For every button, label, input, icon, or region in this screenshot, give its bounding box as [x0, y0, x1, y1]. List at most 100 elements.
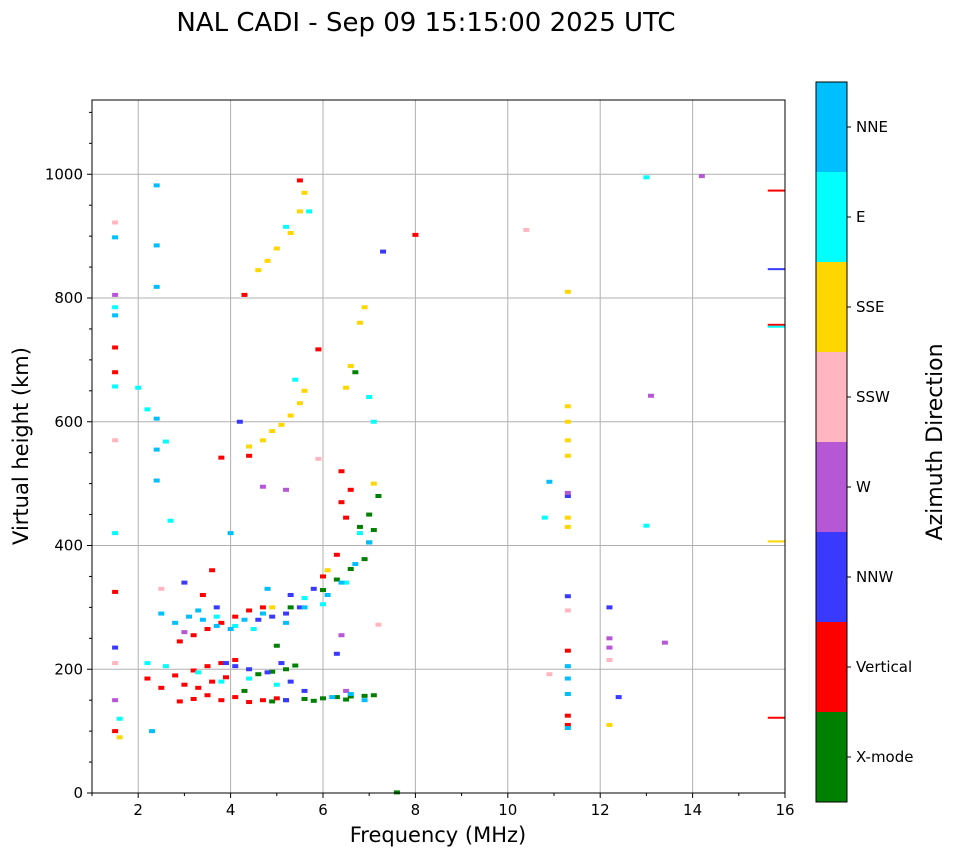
colorbar-frame [815, 81, 848, 803]
x-tick-label: 14 [683, 801, 702, 819]
data-point [112, 370, 119, 375]
colorbar-category-label: SSW [856, 388, 890, 406]
data-point [218, 661, 225, 666]
data-point [315, 456, 322, 461]
data-point [338, 469, 345, 474]
data-point [564, 524, 571, 529]
data-point [301, 605, 308, 610]
series-w [112, 174, 705, 703]
data-point [153, 447, 160, 452]
data-point [190, 668, 197, 673]
data-point [283, 620, 290, 625]
x-tick-label: 12 [591, 801, 610, 819]
data-point [153, 284, 160, 289]
data-point [278, 422, 285, 427]
data-point [606, 657, 613, 662]
series-sse [116, 190, 785, 740]
data-point [343, 697, 350, 702]
data-point [204, 627, 211, 632]
data-point [564, 664, 571, 669]
data-point [375, 494, 382, 498]
data-point [287, 413, 294, 418]
x-tick-label: 4 [226, 801, 236, 819]
data-point [273, 643, 280, 648]
data-point [767, 323, 785, 326]
colorbar-segment [816, 622, 847, 712]
colorbar-segment [816, 352, 847, 442]
data-point [343, 688, 350, 693]
data-point [283, 698, 290, 703]
data-point [606, 722, 613, 727]
data-point [324, 593, 331, 597]
data-point [181, 682, 188, 687]
x-tick-label: 16 [775, 801, 794, 819]
data-point [333, 695, 340, 700]
data-point [292, 663, 299, 668]
data-point [213, 605, 220, 610]
data-point [112, 589, 119, 594]
data-point [135, 385, 142, 390]
data-point [615, 695, 622, 700]
data-point [361, 305, 368, 310]
data-point [564, 722, 571, 727]
data-point [564, 676, 571, 681]
data-point [380, 249, 387, 254]
data-point [320, 574, 326, 579]
series-nne [112, 183, 571, 734]
data-point [204, 693, 211, 698]
data-point [218, 620, 225, 625]
data-point [112, 438, 119, 443]
data-point [218, 455, 225, 460]
data-point [283, 487, 290, 492]
data-point [310, 586, 317, 591]
data-point [153, 478, 160, 483]
data-point [209, 679, 216, 684]
data-point [153, 183, 160, 188]
data-point [241, 617, 248, 622]
data-point [283, 224, 290, 229]
data-point [116, 716, 123, 721]
y-tick-label: 800 [54, 289, 83, 307]
x-tick-label: 8 [411, 801, 421, 819]
data-point [246, 676, 253, 681]
data-point [199, 617, 206, 622]
data-point [546, 479, 553, 484]
data-point [283, 611, 290, 616]
data-point [347, 567, 354, 572]
data-point [370, 481, 377, 486]
data-point [296, 401, 303, 406]
data-point [648, 393, 655, 398]
x-axis-label: Frequency (MHz) [350, 823, 526, 847]
data-point [236, 419, 243, 424]
data-point [315, 347, 322, 352]
data-point [356, 524, 363, 529]
data-point [204, 664, 211, 669]
data-point [112, 220, 119, 225]
colorbar-segment [816, 442, 847, 532]
data-point [523, 227, 530, 232]
grid-lines [92, 100, 786, 794]
data-point [606, 636, 613, 641]
data-point [306, 209, 313, 214]
data-point [273, 246, 280, 251]
data-point [320, 588, 326, 593]
data-point [181, 630, 188, 635]
colorbar-category-label: W [856, 478, 871, 496]
data-point [343, 385, 350, 390]
data-point [255, 268, 262, 273]
data-point [259, 698, 266, 703]
data-point [338, 580, 345, 585]
data-point [301, 688, 308, 693]
data-point [287, 605, 294, 610]
data-point [606, 605, 613, 610]
data-point [329, 695, 336, 700]
plot-frame [91, 99, 786, 794]
series-x-mode [241, 370, 400, 795]
data-point [112, 305, 119, 310]
data-point [112, 645, 119, 650]
chart-title: NAL CADI - Sep 09 15:15:00 2025 UTC [176, 8, 675, 38]
series-nnw [112, 249, 785, 703]
colorbar-category-label: E [856, 208, 865, 226]
data-point [564, 404, 571, 409]
